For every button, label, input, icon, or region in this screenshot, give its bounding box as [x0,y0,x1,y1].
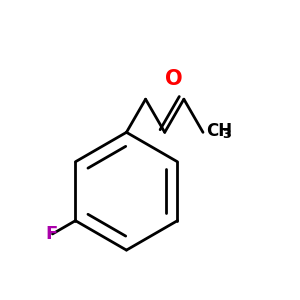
Text: 3: 3 [222,128,230,142]
Text: F: F [45,225,57,243]
Text: CH: CH [206,122,233,140]
Text: O: O [165,69,182,88]
